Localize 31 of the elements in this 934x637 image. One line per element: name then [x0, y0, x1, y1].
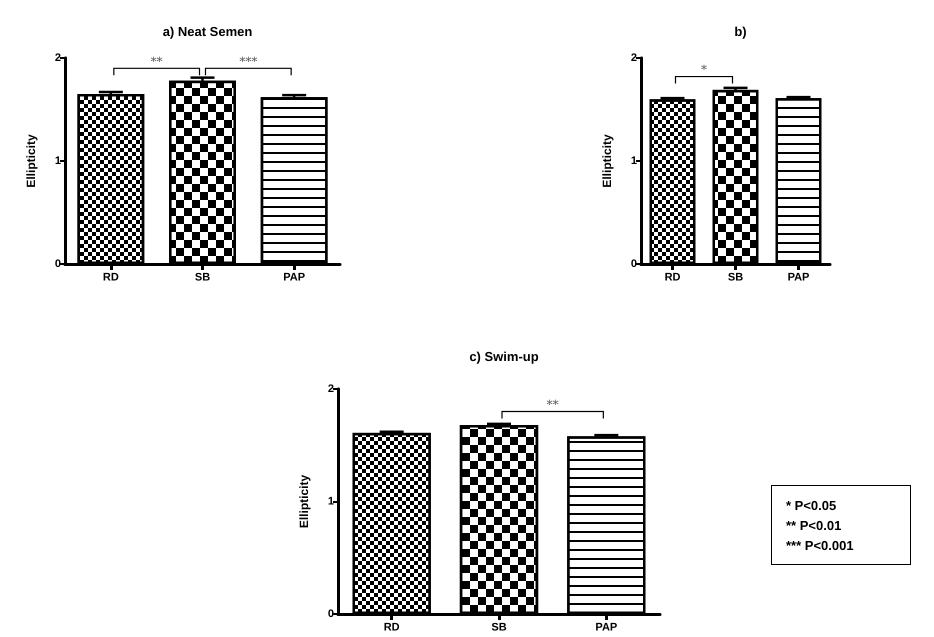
- y-tick-label: 1: [630, 155, 637, 167]
- y-tick-label: 0: [54, 258, 61, 270]
- x-tick-label: RD: [102, 272, 119, 284]
- x-tick-label: PAP: [595, 622, 618, 634]
- x-tick-label: SB: [194, 272, 210, 284]
- x-tick-label: RD: [384, 622, 400, 634]
- y-tick-label: 2: [54, 52, 61, 64]
- y-tick-label: 0: [630, 258, 637, 270]
- y-tick-label: 1: [54, 155, 61, 167]
- y-tick-label: 2: [630, 52, 637, 64]
- y-tick-label: 0: [328, 608, 334, 620]
- annotation: **: [150, 54, 163, 68]
- text: ** P<0.01: [786, 517, 842, 535]
- x-tick-label: SB: [728, 272, 744, 284]
- x-tick-label: PAP: [788, 272, 810, 284]
- y-axis-title: Ellipticity: [600, 134, 614, 188]
- annotation: ***: [239, 54, 258, 68]
- annotation: **: [546, 398, 559, 412]
- y-tick-label: 2: [328, 383, 334, 395]
- chart-title: a) Neat Semen: [162, 24, 252, 39]
- y-axis-title: Ellipticity: [24, 134, 38, 188]
- x-tick-label: SB: [491, 622, 507, 634]
- text: * P<0.05: [786, 497, 838, 515]
- chart-title: b): [734, 24, 747, 39]
- x-tick-label: PAP: [283, 272, 306, 284]
- annotation: *: [701, 62, 707, 77]
- x-tick-label: RD: [664, 272, 680, 284]
- y-tick-label: 1: [328, 496, 334, 508]
- y-axis-title: Ellipticity: [297, 474, 311, 528]
- chart-title: c) Swim-up: [469, 349, 539, 364]
- text: *** P<0.001: [786, 537, 855, 555]
